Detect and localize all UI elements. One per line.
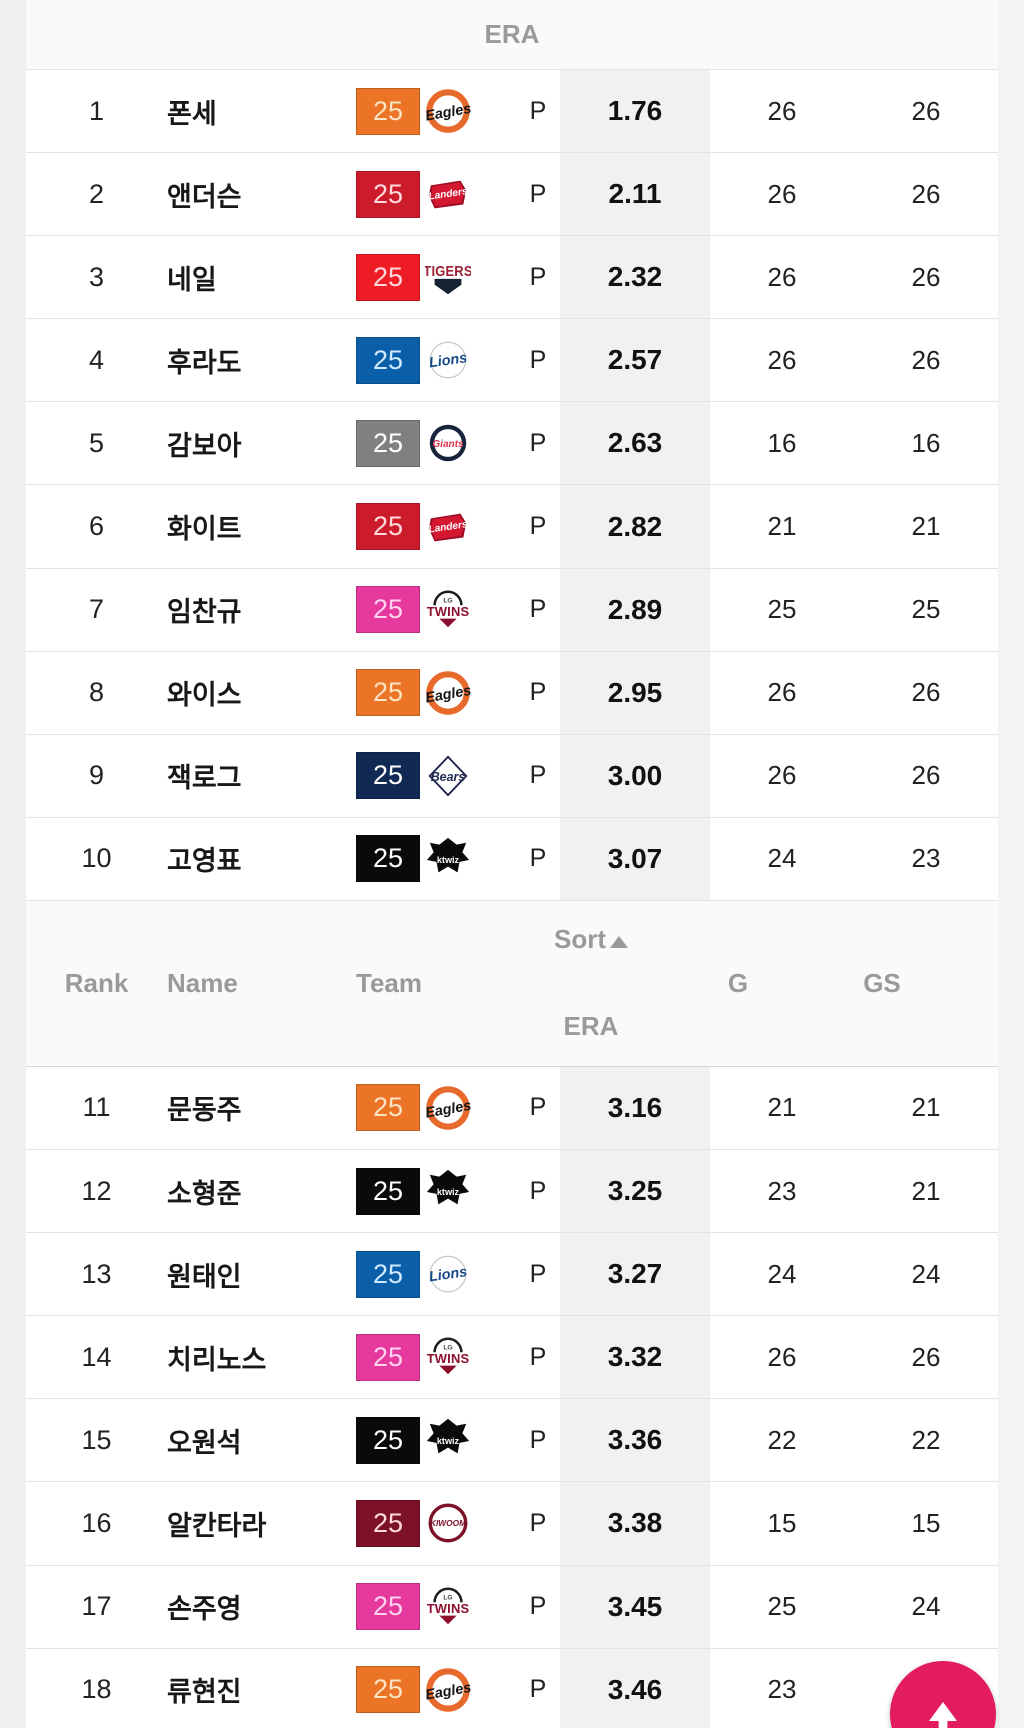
svg-text:Lions: Lions — [428, 1264, 468, 1285]
svg-text:Lions: Lions — [428, 351, 468, 372]
svg-text:TWINS: TWINS — [427, 1351, 470, 1366]
svg-text:ktwiz: ktwiz — [437, 855, 460, 865]
svg-text:Giants: Giants — [432, 439, 464, 450]
svg-text:TIGERS: TIGERS — [425, 264, 471, 280]
svg-text:Bears: Bears — [431, 770, 466, 784]
svg-text:TWINS: TWINS — [427, 1601, 470, 1616]
svg-text:KIWOOM: KIWOOM — [430, 1518, 467, 1528]
svg-text:TWINS: TWINS — [427, 604, 470, 619]
svg-text:ktwiz: ktwiz — [437, 1187, 460, 1197]
svg-text:ktwiz: ktwiz — [437, 1436, 460, 1446]
